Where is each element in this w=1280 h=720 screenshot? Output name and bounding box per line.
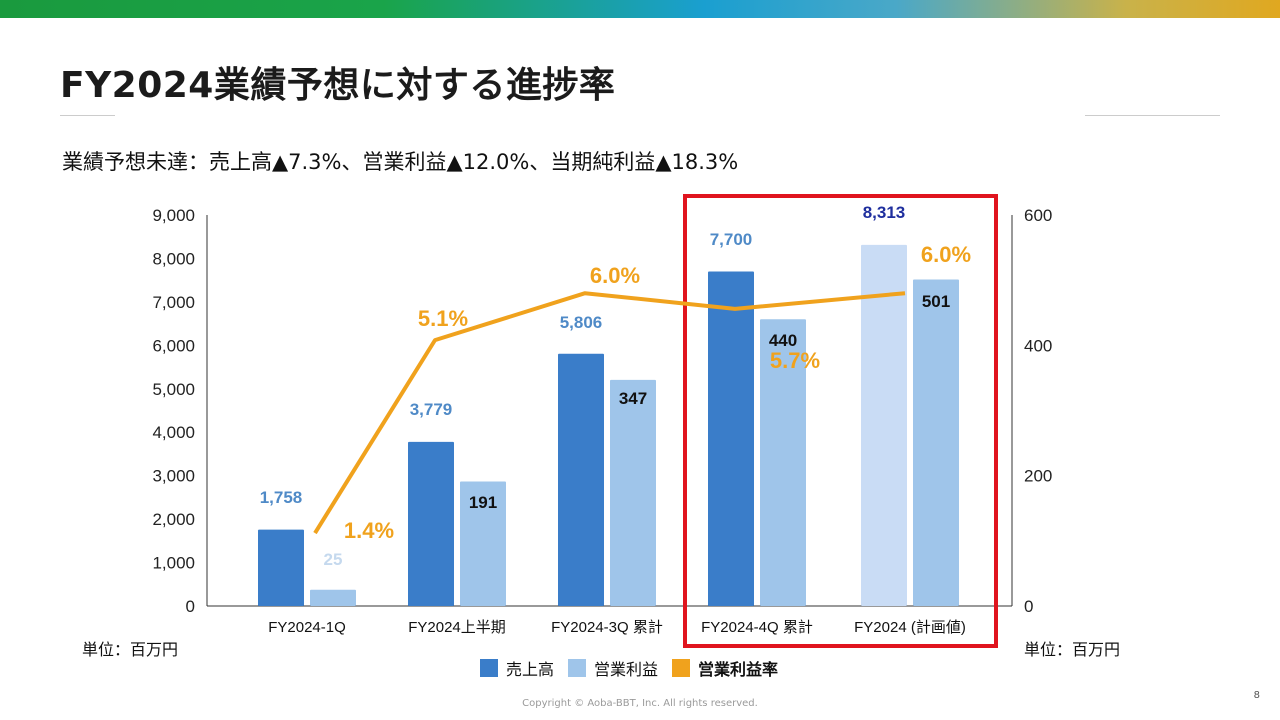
sales-bar: [708, 271, 754, 606]
op-profit-bar: [460, 481, 506, 606]
top-gradient-bar: [0, 0, 1280, 18]
legend-swatch-op-profit: [568, 659, 587, 677]
sales-data-label: 7,700: [710, 230, 753, 249]
category-label: FY2024 (計画値): [854, 619, 966, 636]
legend-item-margin: 営業利益率: [672, 656, 778, 680]
legend-label-sales: 売上高: [506, 660, 555, 679]
sales-data-label: 1,758: [260, 488, 303, 507]
legend-item-op-profit: 営業利益: [568, 656, 658, 680]
left-axis-tick-label: 2,000: [152, 510, 195, 529]
left-axis-tick-label: 3,000: [152, 467, 195, 486]
left-axis-unit: 単位：百万円: [82, 640, 179, 659]
margin-data-label: 5.7%: [770, 348, 820, 373]
left-axis-tick-label: 8,000: [152, 249, 195, 268]
op-profit-bar: [310, 589, 356, 606]
margin-data-label: 1.4%: [344, 518, 394, 543]
right-axis-tick-label: 600: [1024, 206, 1052, 225]
category-label: FY2024-3Q 累計: [551, 619, 663, 636]
copyright-footer: Copyright © Aoba-BBT, Inc. All rights re…: [522, 698, 758, 709]
op-profit-data-label: 25: [324, 550, 343, 569]
legend-label-op-profit: 営業利益: [594, 660, 659, 679]
legend-swatch-margin: [672, 659, 691, 677]
left-axis-tick-label: 4,000: [152, 423, 195, 442]
left-axis-tick-label: 6,000: [152, 336, 195, 355]
legend-label-margin: 営業利益率: [698, 660, 779, 679]
summary-text: 業績予想未達：売上高▲7.3%、営業利益▲12.0%、当期純利益▲18.3%: [62, 150, 739, 174]
op-profit-data-label: 440: [769, 331, 797, 350]
right-axis-tick-label: 400: [1024, 336, 1052, 355]
margin-data-label: 5.1%: [418, 306, 468, 331]
sales-data-label: 5,806: [560, 313, 603, 332]
sales-data-label: 3,779: [410, 400, 453, 419]
margin-data-label: 6.0%: [921, 242, 971, 267]
category-label: FY2024上半期: [408, 619, 506, 636]
right-axis-tick-label: 0: [1024, 597, 1033, 616]
op-profit-data-label: 501: [922, 292, 950, 311]
sales-bar: [558, 353, 604, 606]
left-axis-tick-label: 7,000: [152, 293, 195, 312]
margin-data-label: 6.0%: [590, 263, 640, 288]
category-label: FY2024-4Q 累計: [701, 619, 813, 636]
highlight-box: [683, 194, 998, 648]
sales-bar: [861, 244, 907, 607]
legend-item-sales: 売上高: [480, 656, 554, 680]
op-profit-data-label: 191: [469, 493, 497, 512]
title-rule-right: [1085, 115, 1220, 116]
op-profit-bar: [610, 379, 656, 606]
op-profit-bar: [913, 279, 959, 606]
left-axis-tick-label: 5,000: [152, 380, 195, 399]
legend: 売上高 営業利益 営業利益率: [480, 656, 778, 680]
sales-data-label: 8,313: [863, 203, 906, 222]
op-profit-data-label: 347: [619, 389, 647, 408]
page-number: 8: [1253, 690, 1260, 701]
legend-swatch-sales: [480, 659, 498, 677]
left-axis-tick-label: 1,000: [152, 554, 195, 573]
category-label: FY2024-1Q: [268, 619, 346, 636]
right-axis-tick-label: 200: [1024, 467, 1052, 486]
margin-line: [313, 291, 906, 535]
op-profit-bar: [760, 319, 806, 606]
left-axis-tick-label: 9,000: [152, 206, 195, 225]
slide-title: FY2024業績予想に対する進捗率: [60, 65, 616, 106]
sales-bar: [408, 441, 454, 606]
title-rule-left: [60, 115, 115, 116]
left-axis-tick-label: 0: [186, 597, 195, 616]
right-axis-unit: 単位：百万円: [1024, 640, 1121, 659]
sales-bar: [258, 529, 304, 606]
